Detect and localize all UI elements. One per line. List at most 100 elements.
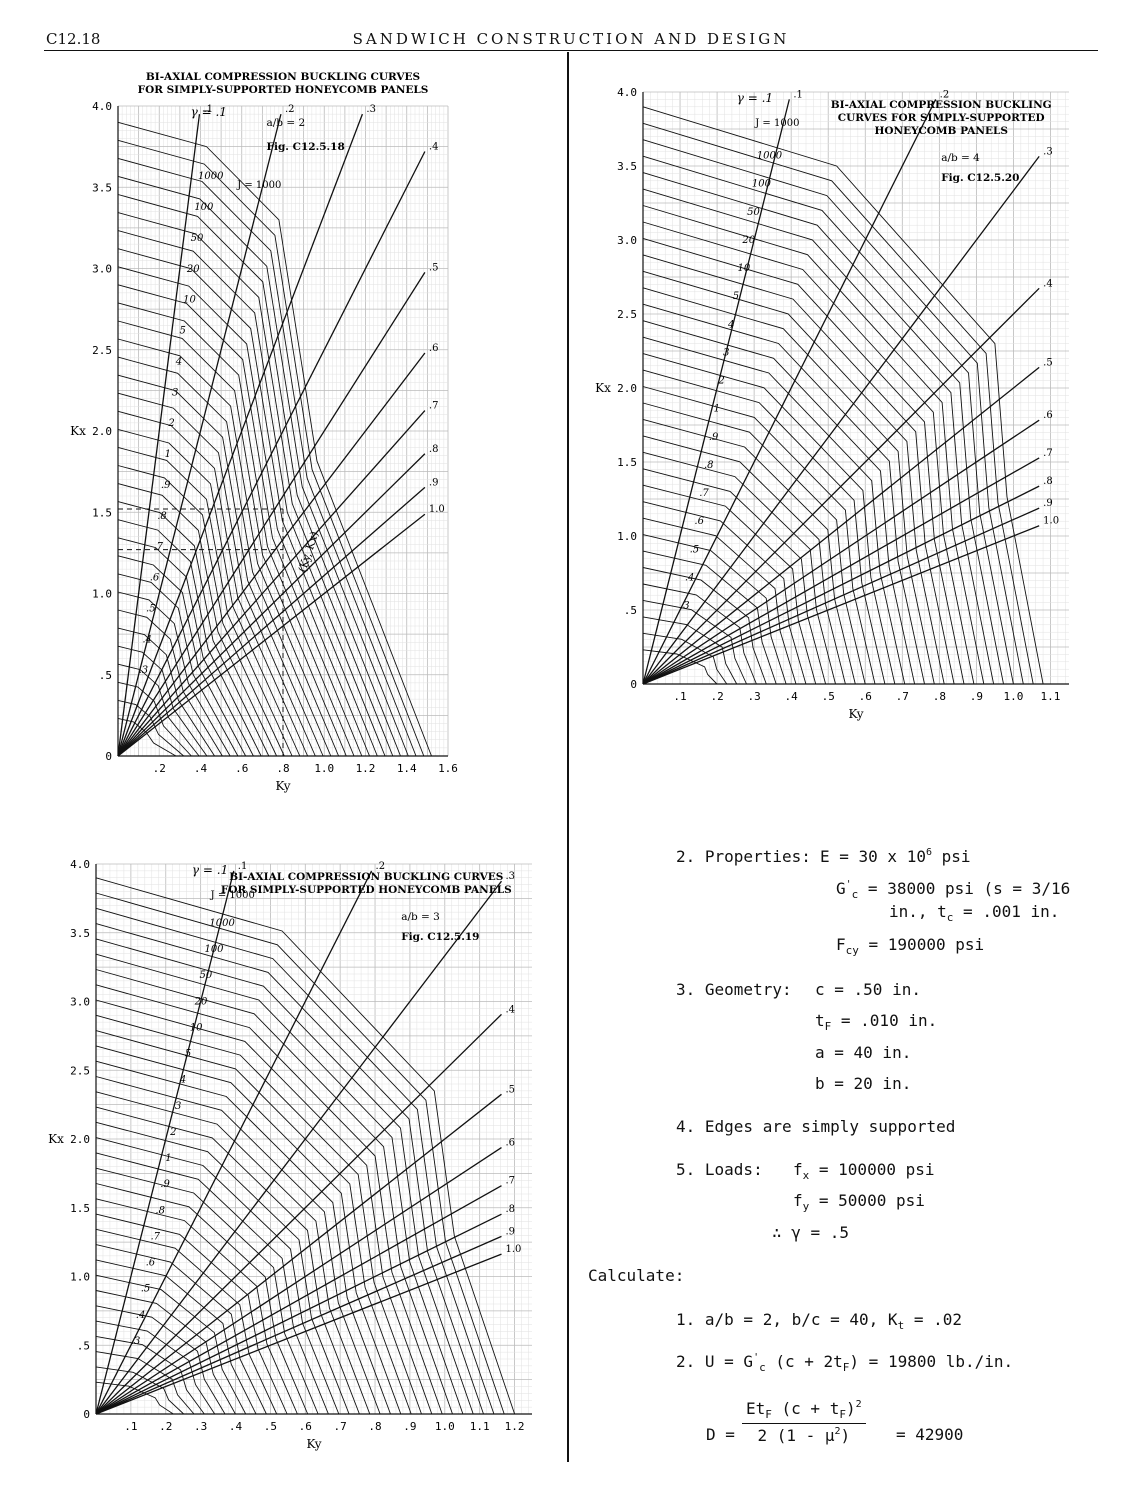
x-tick-label: .5 <box>822 690 835 703</box>
gamma-ray <box>117 114 201 757</box>
j-curve <box>642 501 807 685</box>
x-tick-label: .8 <box>368 1420 381 1433</box>
calc1-b: = .02 <box>904 1310 962 1329</box>
j-curve <box>95 1045 402 1415</box>
j-curve-label: .5 <box>141 1284 151 1295</box>
x-tick-label: 1.6 <box>438 762 458 775</box>
j-curve-label: 50 <box>200 970 213 981</box>
j-curve <box>117 663 200 757</box>
gamma-ray-label: .6 <box>429 343 439 354</box>
j-curve-label: 10 <box>190 1022 203 1033</box>
fx-sub: x <box>802 1169 810 1182</box>
gamma-ray <box>95 1147 502 1415</box>
j-curve-label: .6 <box>150 573 160 584</box>
page-title: SANDWICH CONSTRUCTION AND DESIGN <box>352 30 790 48</box>
gamma-ray-label: .8 <box>1043 476 1053 487</box>
y-axis-label: Kx <box>70 424 86 438</box>
tf-sub: F <box>824 1020 832 1033</box>
y-tick-label: 4.0 <box>92 100 112 113</box>
x-tick-label: .7 <box>896 690 909 703</box>
gamma-ray-label: .2 <box>285 104 295 115</box>
loads-label: 5. Loads: <box>676 1160 763 1179</box>
gamma-ray <box>642 366 1040 685</box>
x-tick-label: .2 <box>159 1420 172 1433</box>
geometry-tf: tF = .010 in. <box>815 1011 937 1033</box>
chart-title-line: BI-AXIAL COMPRESSION BUCKLING <box>831 99 1052 111</box>
y-tick-label: 3.5 <box>70 927 90 940</box>
j-curve <box>642 632 728 685</box>
j-curve-label: 100 <box>204 944 224 955</box>
x-tick-label: .2 <box>153 762 166 775</box>
gamma-ray-label: .1 <box>203 104 213 115</box>
j-curve <box>95 1335 205 1415</box>
j-curve-label: 1 <box>165 449 171 460</box>
gamma-ray-label: .9 <box>429 477 439 488</box>
gamma-ray <box>642 525 1040 685</box>
y-tick-label: 1.0 <box>70 1271 90 1284</box>
j-curve <box>642 287 935 685</box>
x-tick-label: .2 <box>710 690 723 703</box>
j-curve <box>642 435 846 685</box>
j-curve <box>117 717 177 757</box>
gamma-ray <box>117 352 426 757</box>
j-curve-label: .8 <box>155 1205 165 1216</box>
j-curve <box>95 984 443 1415</box>
gamma-ray-label: .6 <box>1043 410 1053 421</box>
j-curve-label: .4 <box>136 1310 146 1321</box>
y-axis-label: Kx <box>48 1132 64 1146</box>
gamma-ray <box>95 1235 502 1415</box>
y-tick-label: 4.0 <box>617 86 637 99</box>
j-curve <box>95 1121 350 1415</box>
aspect-ratio-label: a/b = 4 <box>941 152 980 164</box>
gamma-ray-label: .4 <box>429 142 439 153</box>
y-tick-label: 3.0 <box>617 234 637 247</box>
gamma-ray-label: .2 <box>376 861 386 872</box>
j-curve <box>642 451 836 685</box>
calc2-sub2: F <box>842 1361 850 1374</box>
page-number: C12.18 <box>46 30 101 48</box>
chart-title-line: BI-AXIAL COMPRESSION BUCKLING CURVES <box>146 71 420 83</box>
fx-value: = 100000 psi <box>809 1160 935 1179</box>
gamma-ray <box>95 1013 502 1415</box>
chart-title-line: HONEYCOMB PANELS <box>874 125 1007 137</box>
x-tick-label: .3 <box>748 690 761 703</box>
d-den-b: ) <box>840 1426 851 1445</box>
x-tick-label: .6 <box>299 1420 312 1433</box>
x-tick-label: 1.0 <box>1003 690 1023 703</box>
gamma-ray <box>95 1093 502 1415</box>
j-curve <box>117 266 370 757</box>
j-curve <box>117 699 184 757</box>
y-tick-label: 2.5 <box>617 308 637 321</box>
x-tick-label: .9 <box>970 690 983 703</box>
j-curve <box>642 237 965 685</box>
j-1000-label: J = 1000 <box>754 118 799 129</box>
j-curve <box>642 599 747 685</box>
j-curve-label: 3 <box>172 387 178 398</box>
j-curve-label: 1 <box>165 1153 171 1164</box>
g-cont-sub: c <box>946 911 954 924</box>
y-tick-label: .5 <box>624 604 637 617</box>
j-curve-label: .7 <box>151 1231 161 1242</box>
d-num-a: Et <box>746 1399 766 1418</box>
j-curve-label: 1000 <box>209 918 235 929</box>
y-tick-label: .5 <box>77 1339 90 1352</box>
chart-fig-c12-5-18-svg: 0.51.01.52.02.53.03.54.0.2.4.6.8 1.0 1.2 1.… <box>70 71 458 793</box>
calc1-a: 1. a/b = 2, b/c = 40, K <box>676 1310 898 1329</box>
j-curve <box>95 1076 381 1415</box>
fy-sub: y <box>802 1200 810 1213</box>
g-cont-b: = .001 in. <box>953 902 1060 921</box>
gamma-ray-label: .4 <box>505 1004 515 1015</box>
gamma-ray <box>642 485 1040 685</box>
x-tick-label: .1 <box>673 690 686 703</box>
gamma-label: γ = .1 <box>191 105 227 119</box>
j-curve <box>95 1198 298 1415</box>
j-curve <box>117 501 270 757</box>
gamma-ray <box>642 99 937 685</box>
gamma-ray <box>117 486 426 757</box>
calc2-b: ) = 19800 lb./in. <box>849 1352 1014 1371</box>
j-curve <box>642 205 985 685</box>
gamma-ray-label: 1.0 <box>429 504 445 515</box>
j-curve-label: 2 <box>717 376 724 387</box>
chart-fig-c12-5-20-svg: 0.51.01.52.02.53.03.54.0.1.2.3.4.5.6.7.8… <box>595 86 1069 721</box>
j-curve <box>95 1259 257 1415</box>
